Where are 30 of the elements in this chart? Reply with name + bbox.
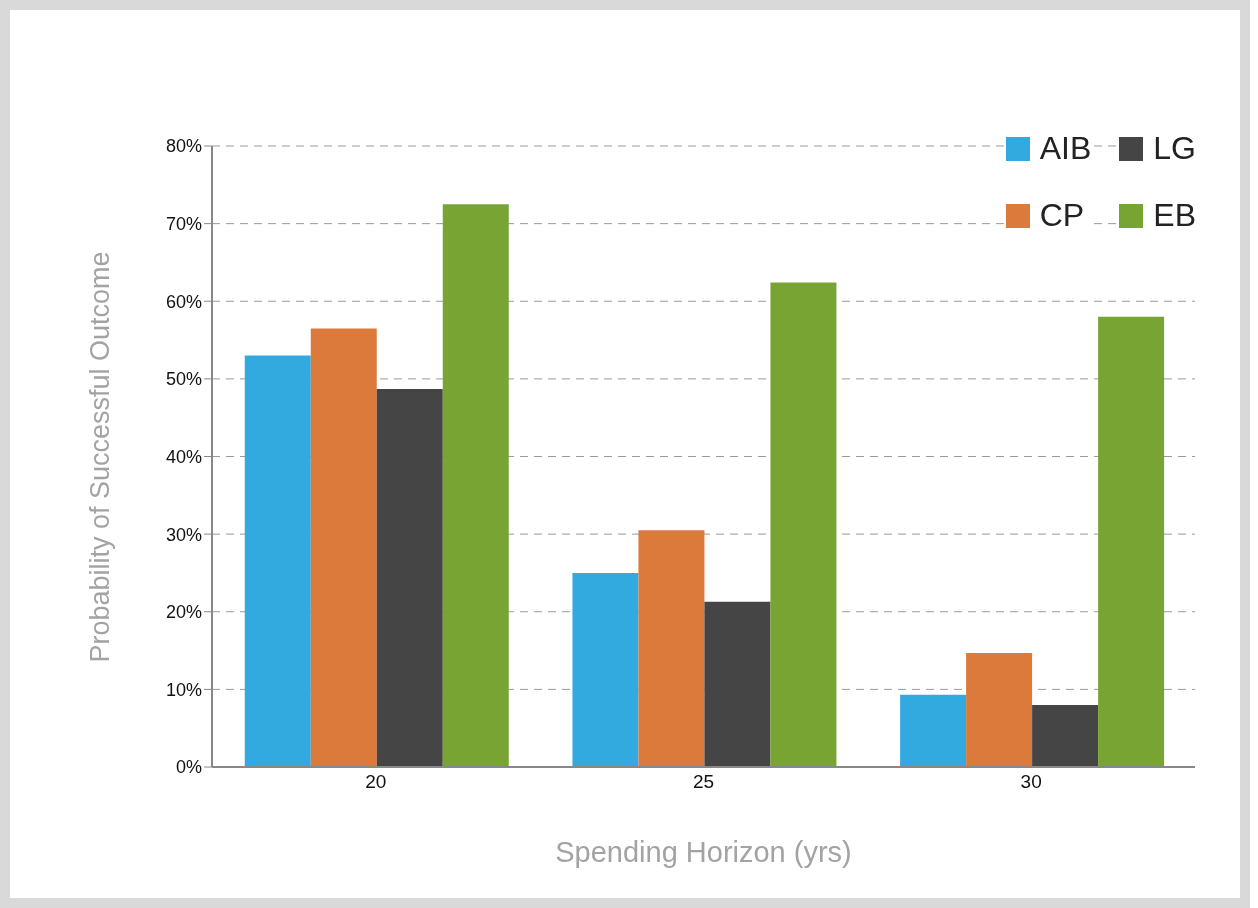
y-tick-label: 70% <box>165 214 202 235</box>
y-tick-label: 60% <box>165 291 202 312</box>
y-axis-title: Probability of Successful Outcome <box>84 251 116 663</box>
x-tick-label: 30 <box>1020 771 1042 793</box>
x-tick-label: 20 <box>365 771 387 793</box>
legend-label: CP <box>1039 197 1085 234</box>
y-tick-label: 10% <box>165 679 202 700</box>
x-axis-title: Spending Horizon (yrs) <box>555 835 852 869</box>
bar <box>966 652 1033 767</box>
bar <box>1098 316 1165 767</box>
bar <box>376 388 443 767</box>
y-tick-label: 80% <box>165 136 202 157</box>
y-tick-label: 20% <box>165 602 202 623</box>
bar <box>638 530 705 767</box>
legend-label: EB <box>1153 197 1196 234</box>
bar <box>442 204 509 767</box>
bar <box>900 694 967 767</box>
bar <box>244 355 311 767</box>
bar <box>310 328 377 767</box>
bar <box>770 282 837 767</box>
x-tick-label: 25 <box>692 771 715 793</box>
legend-label: AIB <box>1039 130 1092 167</box>
y-tick-label: 40% <box>165 446 202 467</box>
y-tick-label: 30% <box>165 524 202 545</box>
bar <box>1032 704 1099 767</box>
y-tick-label: 0% <box>175 757 202 778</box>
y-tick-label: 50% <box>165 369 202 390</box>
bar <box>704 601 771 767</box>
legend-label: LG <box>1153 130 1196 167</box>
bar <box>572 572 639 767</box>
